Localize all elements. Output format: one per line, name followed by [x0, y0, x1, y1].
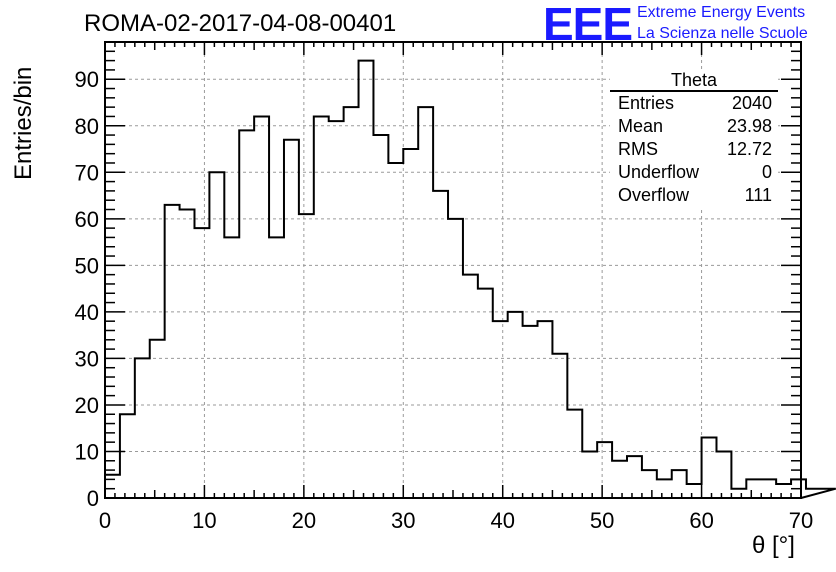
stats-value: 0 [761, 162, 772, 182]
x-tick-label: 0 [99, 508, 111, 533]
axis-ticks [104, 41, 802, 499]
stats-row: Underflow 0 [610, 161, 778, 184]
stats-value: 23.98 [726, 116, 772, 136]
stats-row: Entries 2040 [610, 92, 778, 115]
stats-value: 12.72 [726, 139, 772, 159]
stats-row: Overflow 111 [610, 184, 778, 207]
x-tick-label: 50 [590, 508, 614, 533]
y-tick-label: 10 [75, 439, 99, 464]
stats-value: 2040 [731, 93, 772, 113]
stats-value: 111 [744, 185, 772, 205]
y-tick-label: 30 [75, 346, 99, 371]
y-tick-label: 80 [75, 114, 99, 139]
stats-label: Overflow [618, 185, 690, 205]
grid-lines [105, 42, 801, 498]
x-axis-label: θ [°] [752, 532, 795, 559]
x-tick-labels: 0 10 20 30 40 50 60 70 [99, 508, 813, 533]
x-tick-label: 40 [490, 508, 514, 533]
logo-line-1: Extreme Energy Events [637, 4, 806, 21]
stats-label: Entries [618, 93, 675, 113]
y-tick-label: 0 [87, 486, 99, 511]
chart-title: ROMA-02-2017-04-08-00401 [84, 10, 397, 37]
y-tick-label: 90 [75, 67, 99, 92]
y-axis-label: Entries/bin [10, 66, 37, 180]
stats-label: Mean [618, 116, 664, 136]
stats-title: Theta [610, 70, 778, 92]
y-tick-label: 40 [75, 300, 99, 325]
x-tick-label: 20 [292, 508, 316, 533]
stats-row: Mean 23.98 [610, 115, 778, 138]
stats-box: Theta Entries 2040 Mean 23.98 RMS 12.72 Underf… [610, 70, 778, 207]
histogram-step-line [104, 59, 836, 499]
stats-row: RMS 12.72 [610, 138, 778, 161]
stats-rows: Entries 2040 Mean 23.98 RMS 12.72 Underflow 0 Ov… [610, 92, 778, 207]
y-tick-label: 50 [75, 253, 99, 278]
x-tick-label: 70 [789, 508, 813, 533]
y-tick-labels: 0 10 20 30 40 50 60 70 80 90 [75, 67, 99, 511]
stats-label: Underflow [618, 162, 700, 182]
x-tick-label: 60 [689, 508, 713, 533]
x-tick-label: 30 [391, 508, 415, 533]
logo-line-2: La Scienza nelle Scuole [637, 25, 808, 42]
y-tick-label: 20 [75, 393, 99, 418]
y-tick-label: 60 [75, 207, 99, 232]
stats-label: RMS [618, 139, 658, 159]
y-tick-label: 70 [75, 160, 99, 185]
eee-logo: EEE [543, 0, 633, 50]
x-tick-label: 10 [192, 508, 216, 533]
logo-caption: Extreme Energy Events La Scienza nelle S… [637, 2, 808, 44]
